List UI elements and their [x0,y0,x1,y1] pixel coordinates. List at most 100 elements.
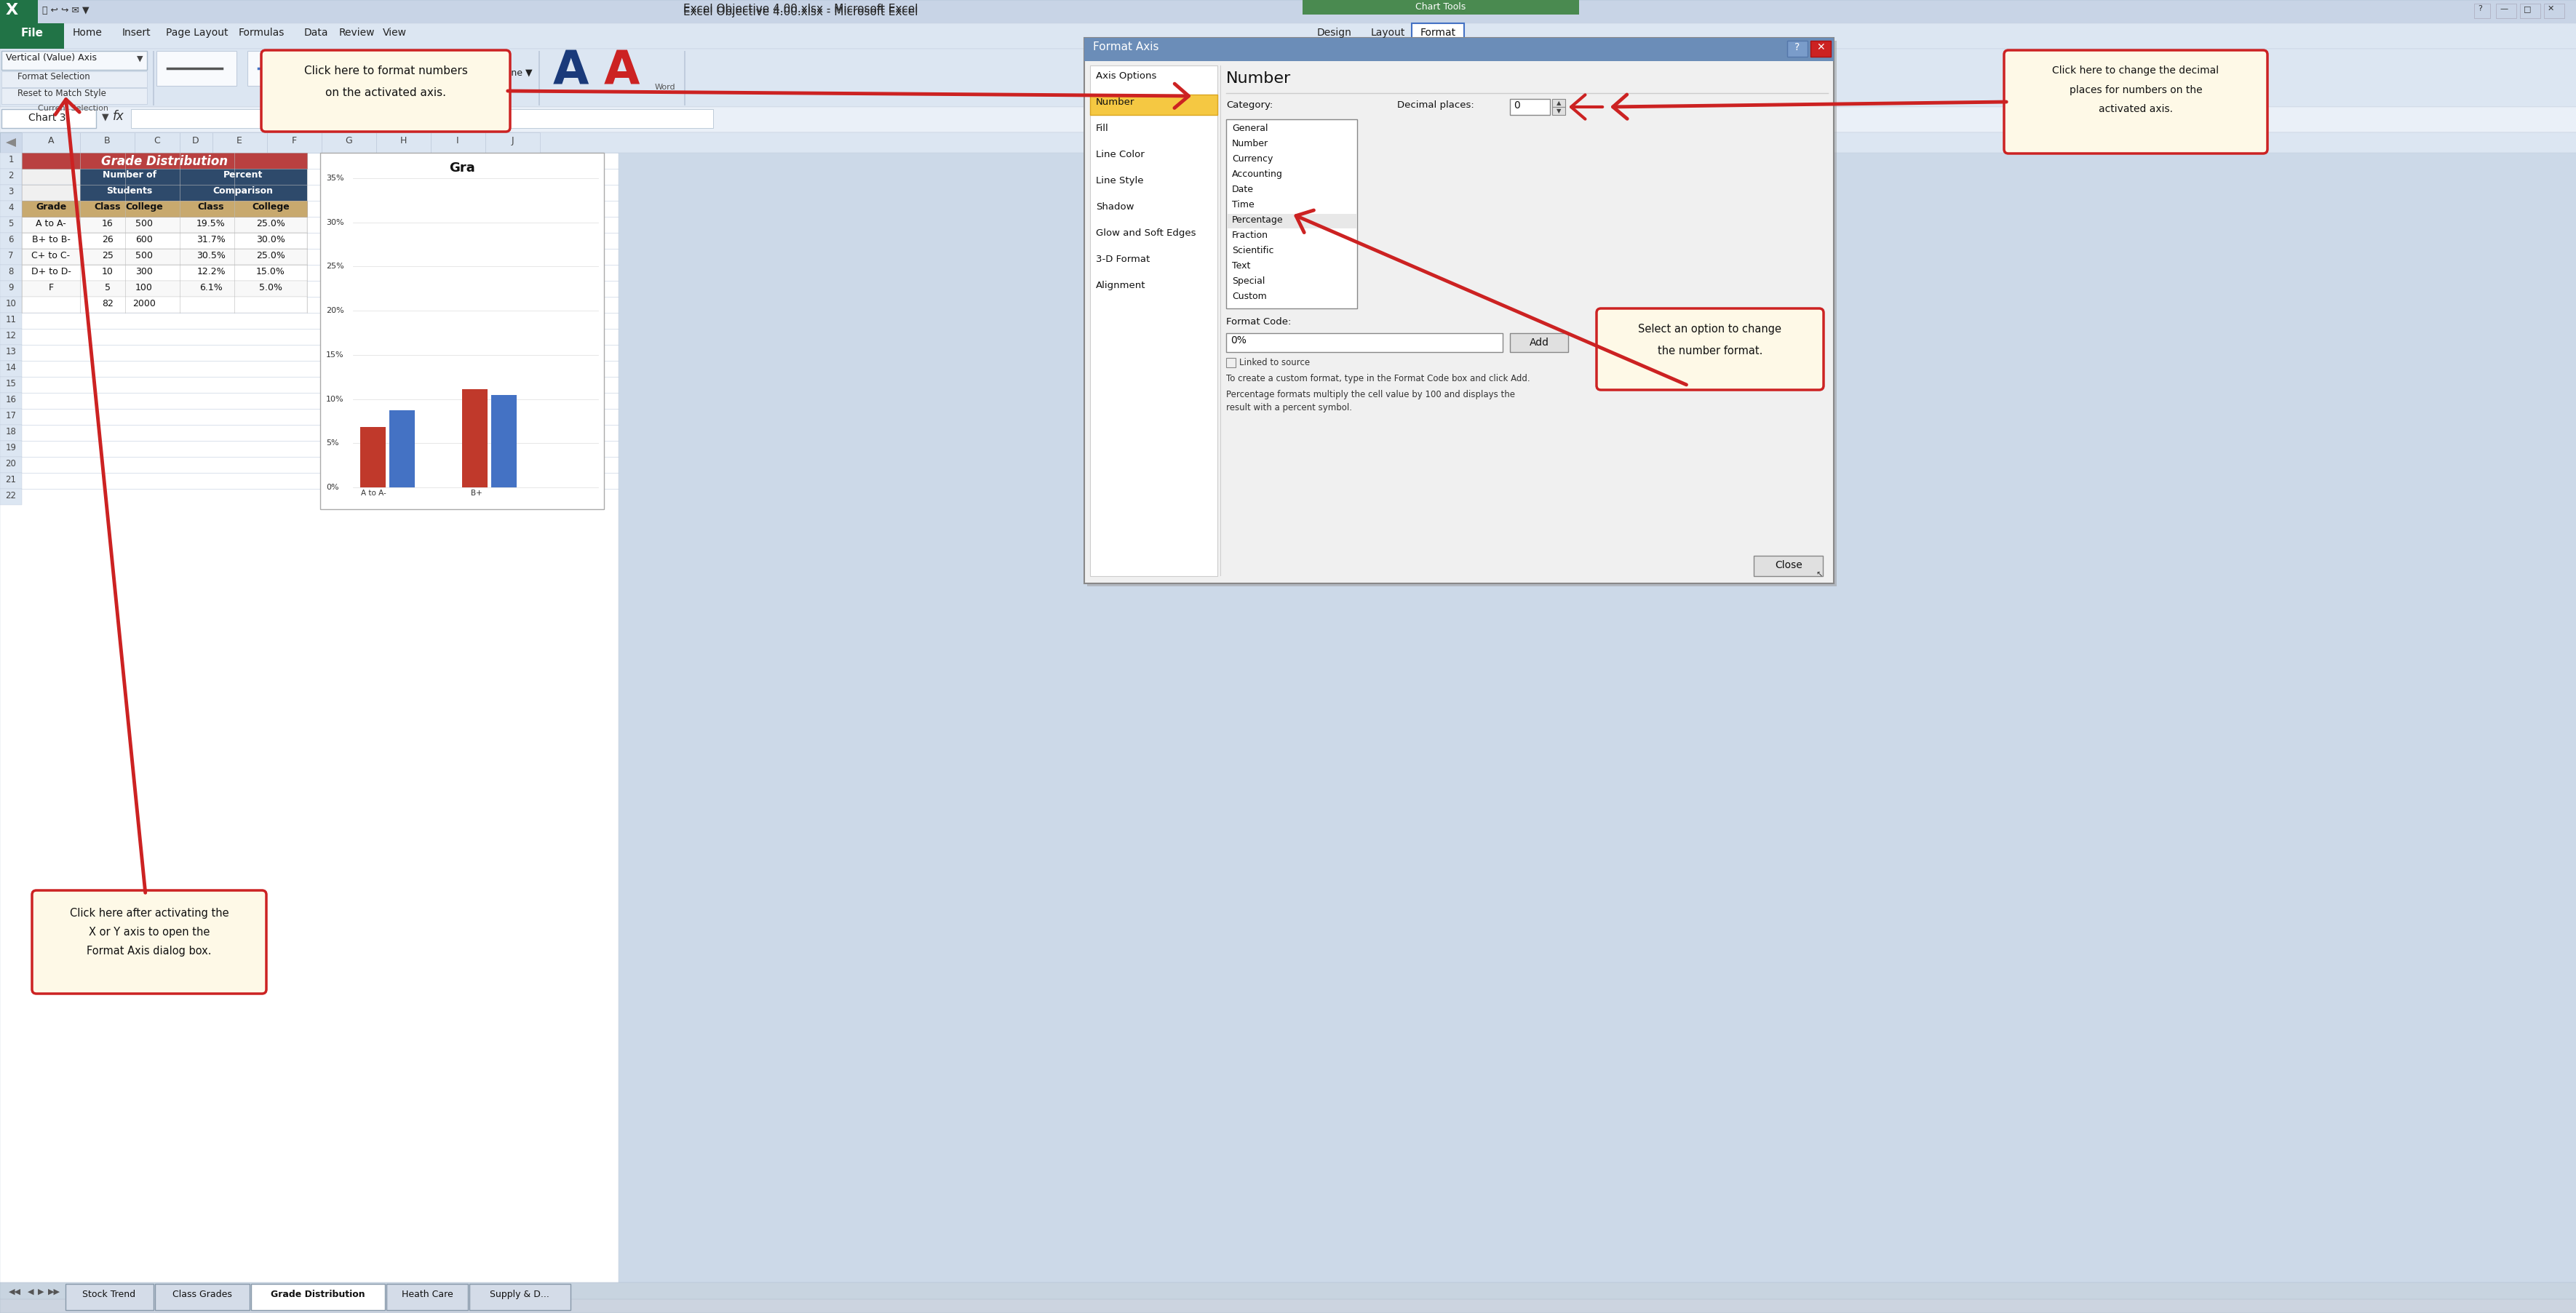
Text: Excel Objective 4.00.xlsx - Microsoft Excel: Excel Objective 4.00.xlsx - Microsoft Ex… [683,4,917,14]
Bar [0,441,21,457]
Bar [180,133,211,152]
Bar [0,328,21,345]
Text: 2000: 2000 [131,299,155,309]
Bar [0,232,21,248]
Text: —: — [2499,5,2506,12]
Text: the number format.: the number format. [1656,345,1762,356]
Bar [0,297,21,312]
Text: 3: 3 [8,186,13,197]
Text: Word: Word [654,84,675,91]
Bar [1226,358,1236,368]
Text: Text: Text [1231,261,1249,270]
Bar [0,425,21,441]
Text: ▶: ▶ [39,1288,44,1296]
Bar [250,1284,384,1310]
Bar [1510,98,1551,116]
Text: 5: 5 [8,219,13,228]
Text: Format: Format [1419,28,1455,38]
Text: ▼: ▼ [103,112,108,122]
Text: A: A [49,137,54,146]
Text: Grade: Grade [36,202,67,211]
Bar [21,265,307,281]
Text: 30.5%: 30.5% [196,251,227,260]
Text: J: J [510,137,513,146]
Text: 💾 ↩ ↪ ✉ ▼: 💾 ↩ ↪ ✉ ▼ [41,5,90,16]
Text: 5%: 5% [327,440,337,446]
Bar [0,457,21,473]
Bar [3,88,147,104]
Text: Axis Options: Axis Options [1095,71,1157,80]
Text: fx: fx [113,110,124,123]
Bar [134,133,180,152]
Bar [1788,41,1806,56]
Text: View: View [384,28,407,38]
Bar [0,49,2576,106]
Text: Category:: Category: [1226,100,1273,110]
Text: Insert: Insert [121,28,152,38]
Bar [3,51,147,70]
Text: Vertical (Value) Axis: Vertical (Value) Axis [5,53,98,63]
Text: Custom: Custom [1231,291,1267,301]
Bar [1754,555,1821,576]
Text: Percentage: Percentage [1231,215,1283,225]
Text: 6: 6 [8,235,13,244]
Bar [319,152,603,509]
Text: Percent: Percent [224,171,263,180]
Text: 500: 500 [137,251,152,260]
Text: General: General [1231,123,1267,133]
Text: Time: Time [1231,200,1255,210]
Text: 6.1%: 6.1% [198,284,222,293]
Text: 100: 100 [137,284,152,293]
Text: 13: 13 [5,347,15,356]
Text: ?: ? [2478,5,2481,12]
Bar [80,185,180,201]
Text: Reset to Match Style: Reset to Match Style [18,89,106,98]
Text: Fraction: Fraction [1231,231,1267,240]
Text: Chart Tools: Chart Tools [1414,3,1466,12]
Bar [2473,4,2488,18]
FancyBboxPatch shape [2004,50,2267,154]
Text: A to A-: A to A- [36,219,67,228]
Text: ✕: ✕ [2548,5,2553,12]
Text: Grade Distribution: Grade Distribution [270,1289,366,1299]
Text: Format Selection: Format Selection [18,72,90,81]
Bar [2519,4,2540,18]
Text: F: F [49,284,54,293]
Bar [1226,214,1355,228]
Bar [0,106,2576,133]
Bar [80,133,134,152]
Text: ▼: ▼ [422,70,428,77]
Text: Class Grades: Class Grades [173,1289,232,1299]
Bar [0,1299,2576,1313]
FancyBboxPatch shape [260,50,510,131]
Text: Gra: Gra [448,161,474,175]
Text: 16: 16 [5,395,15,404]
Text: 15: 15 [5,379,15,389]
Bar [21,297,307,312]
Text: Decimal places:: Decimal places: [1396,100,1473,110]
Bar [21,185,307,201]
Text: B: B [103,137,111,146]
Text: 10: 10 [103,267,113,277]
Text: 30.0%: 30.0% [255,235,286,244]
Bar [1510,334,1569,352]
Text: Add: Add [1528,337,1548,348]
Text: 30%: 30% [327,219,343,226]
Text: Data: Data [304,28,330,38]
Bar [0,488,21,504]
Text: 19.5%: 19.5% [196,219,227,228]
Text: 3-D Format: 3-D Format [1095,255,1149,264]
Text: ✕: ✕ [1816,42,1824,53]
Text: □: □ [2522,5,2530,12]
Text: C: C [155,137,160,146]
Text: Review: Review [340,28,376,38]
Text: Class: Class [198,202,224,211]
Text: 600: 600 [137,235,152,244]
Text: 35%: 35% [327,175,343,183]
Text: Line Style: Line Style [1095,176,1144,185]
Text: ▲: ▲ [422,53,428,59]
Bar [180,169,307,185]
Text: Glow and Soft Edges: Glow and Soft Edges [1095,228,1195,238]
Bar [3,109,95,129]
Bar [2543,4,2563,18]
